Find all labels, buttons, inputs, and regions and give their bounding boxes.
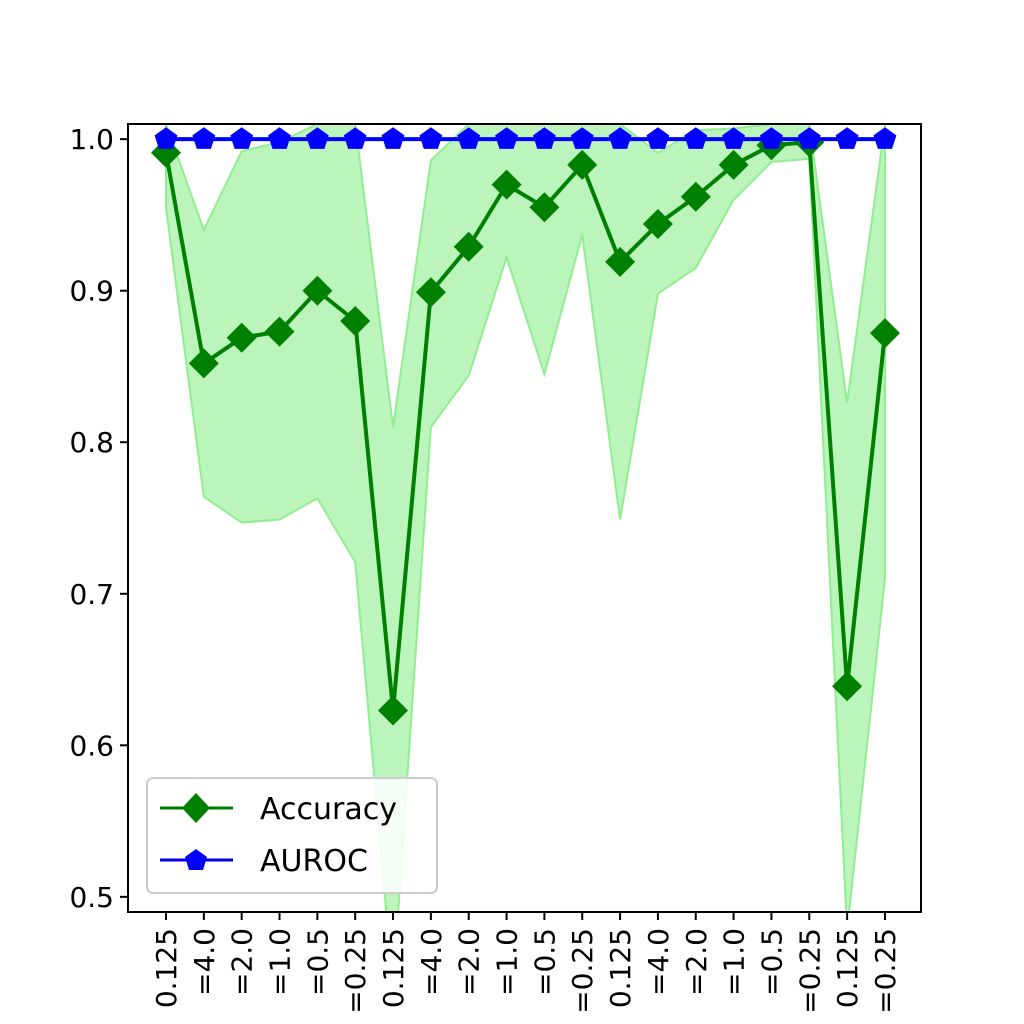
point-auroc-12 [608, 127, 632, 149]
x-tick-label: =1.0 [718, 928, 751, 996]
legend: Accuracy AUROC [146, 777, 438, 894]
x-tick-label: =0.5 [301, 928, 334, 996]
legend-marker-accuracy [182, 793, 210, 823]
point-accuracy-1 [188, 348, 219, 379]
plot-frame [127, 123, 922, 913]
point-auroc-3 [268, 127, 291, 149]
x-tick-label: =0.5 [755, 928, 788, 996]
point-auroc-16 [760, 127, 783, 149]
point-accuracy-18 [832, 671, 863, 702]
point-auroc-15 [722, 127, 745, 149]
x-tick-label: 0.125 [831, 928, 864, 1008]
x-tick-label: =0.25 [339, 928, 372, 1014]
point-auroc-9 [495, 127, 518, 149]
legend-marker-auroc [185, 849, 207, 870]
point-auroc-19 [873, 127, 897, 149]
point-auroc-14 [684, 127, 708, 149]
point-accuracy-15 [718, 149, 749, 180]
x-tick-label: 0.125 [150, 928, 183, 1008]
x-tick-label: =0.25 [869, 928, 902, 1014]
x-tick-label: =0.25 [566, 928, 599, 1014]
point-auroc-18 [835, 127, 859, 149]
point-accuracy-14 [680, 181, 711, 212]
point-accuracy-12 [605, 246, 636, 277]
point-auroc-8 [457, 127, 481, 149]
point-accuracy-11 [567, 149, 598, 180]
x-tick-label: =4.0 [415, 928, 448, 996]
x-tick-label: 0.125 [377, 928, 410, 1008]
legend-label-auroc: AUROC [260, 844, 368, 879]
x-tick-label: =0.25 [793, 928, 826, 1014]
point-auroc-13 [646, 127, 670, 149]
legend-label-accuracy: Accuracy [260, 792, 397, 827]
point-accuracy-6 [378, 695, 408, 726]
x-tick-label: =1.0 [491, 928, 524, 996]
point-auroc-11 [570, 127, 594, 149]
x-tick-label: =1.0 [264, 928, 297, 996]
x-axis: 0.125 =4.0 =2.0 =1.0 =0.5 =0.25 0.125 =4.0 =2.0 =… [150, 912, 902, 1014]
y-tick-label: 0.6 [69, 729, 114, 762]
point-auroc-6 [381, 127, 405, 149]
x-tick-label: =4.0 [642, 928, 675, 996]
point-auroc-2 [230, 127, 254, 149]
point-accuracy-2 [226, 322, 257, 353]
x-tick-label: 0.125 [604, 928, 637, 1008]
x-tick-label: =4.0 [188, 928, 221, 996]
point-auroc-17 [797, 127, 821, 149]
point-auroc-0 [154, 127, 178, 149]
y-axis: 0.5 0.6 0.7 0.8 0.9 1.0 [69, 123, 128, 914]
x-tick-label: =2.0 [226, 928, 259, 996]
y-tick-label: 0.8 [69, 426, 114, 459]
point-accuracy-10 [529, 192, 560, 223]
point-auroc-10 [533, 127, 556, 149]
point-accuracy-8 [453, 231, 484, 262]
point-accuracy-13 [642, 209, 673, 239]
series-layer [151, 127, 900, 726]
point-accuracy-4 [302, 275, 333, 306]
y-tick-label: 0.5 [69, 881, 114, 914]
y-tick-label: 0.7 [69, 578, 114, 611]
x-tick-label: =0.5 [528, 928, 561, 996]
point-auroc-4 [305, 127, 329, 149]
point-accuracy-5 [340, 306, 371, 336]
point-accuracy-19 [870, 318, 900, 349]
point-accuracy-7 [415, 277, 446, 308]
point-auroc-7 [419, 127, 443, 149]
point-auroc-1 [192, 127, 216, 149]
y-tick-label: 1.0 [69, 123, 114, 156]
y-tick-label: 0.9 [69, 275, 114, 308]
x-tick-label: =2.0 [680, 928, 713, 996]
x-tick-label: =2.0 [453, 928, 486, 996]
point-accuracy-3 [264, 316, 295, 347]
point-auroc-5 [343, 127, 367, 149]
point-accuracy-9 [491, 169, 522, 200]
